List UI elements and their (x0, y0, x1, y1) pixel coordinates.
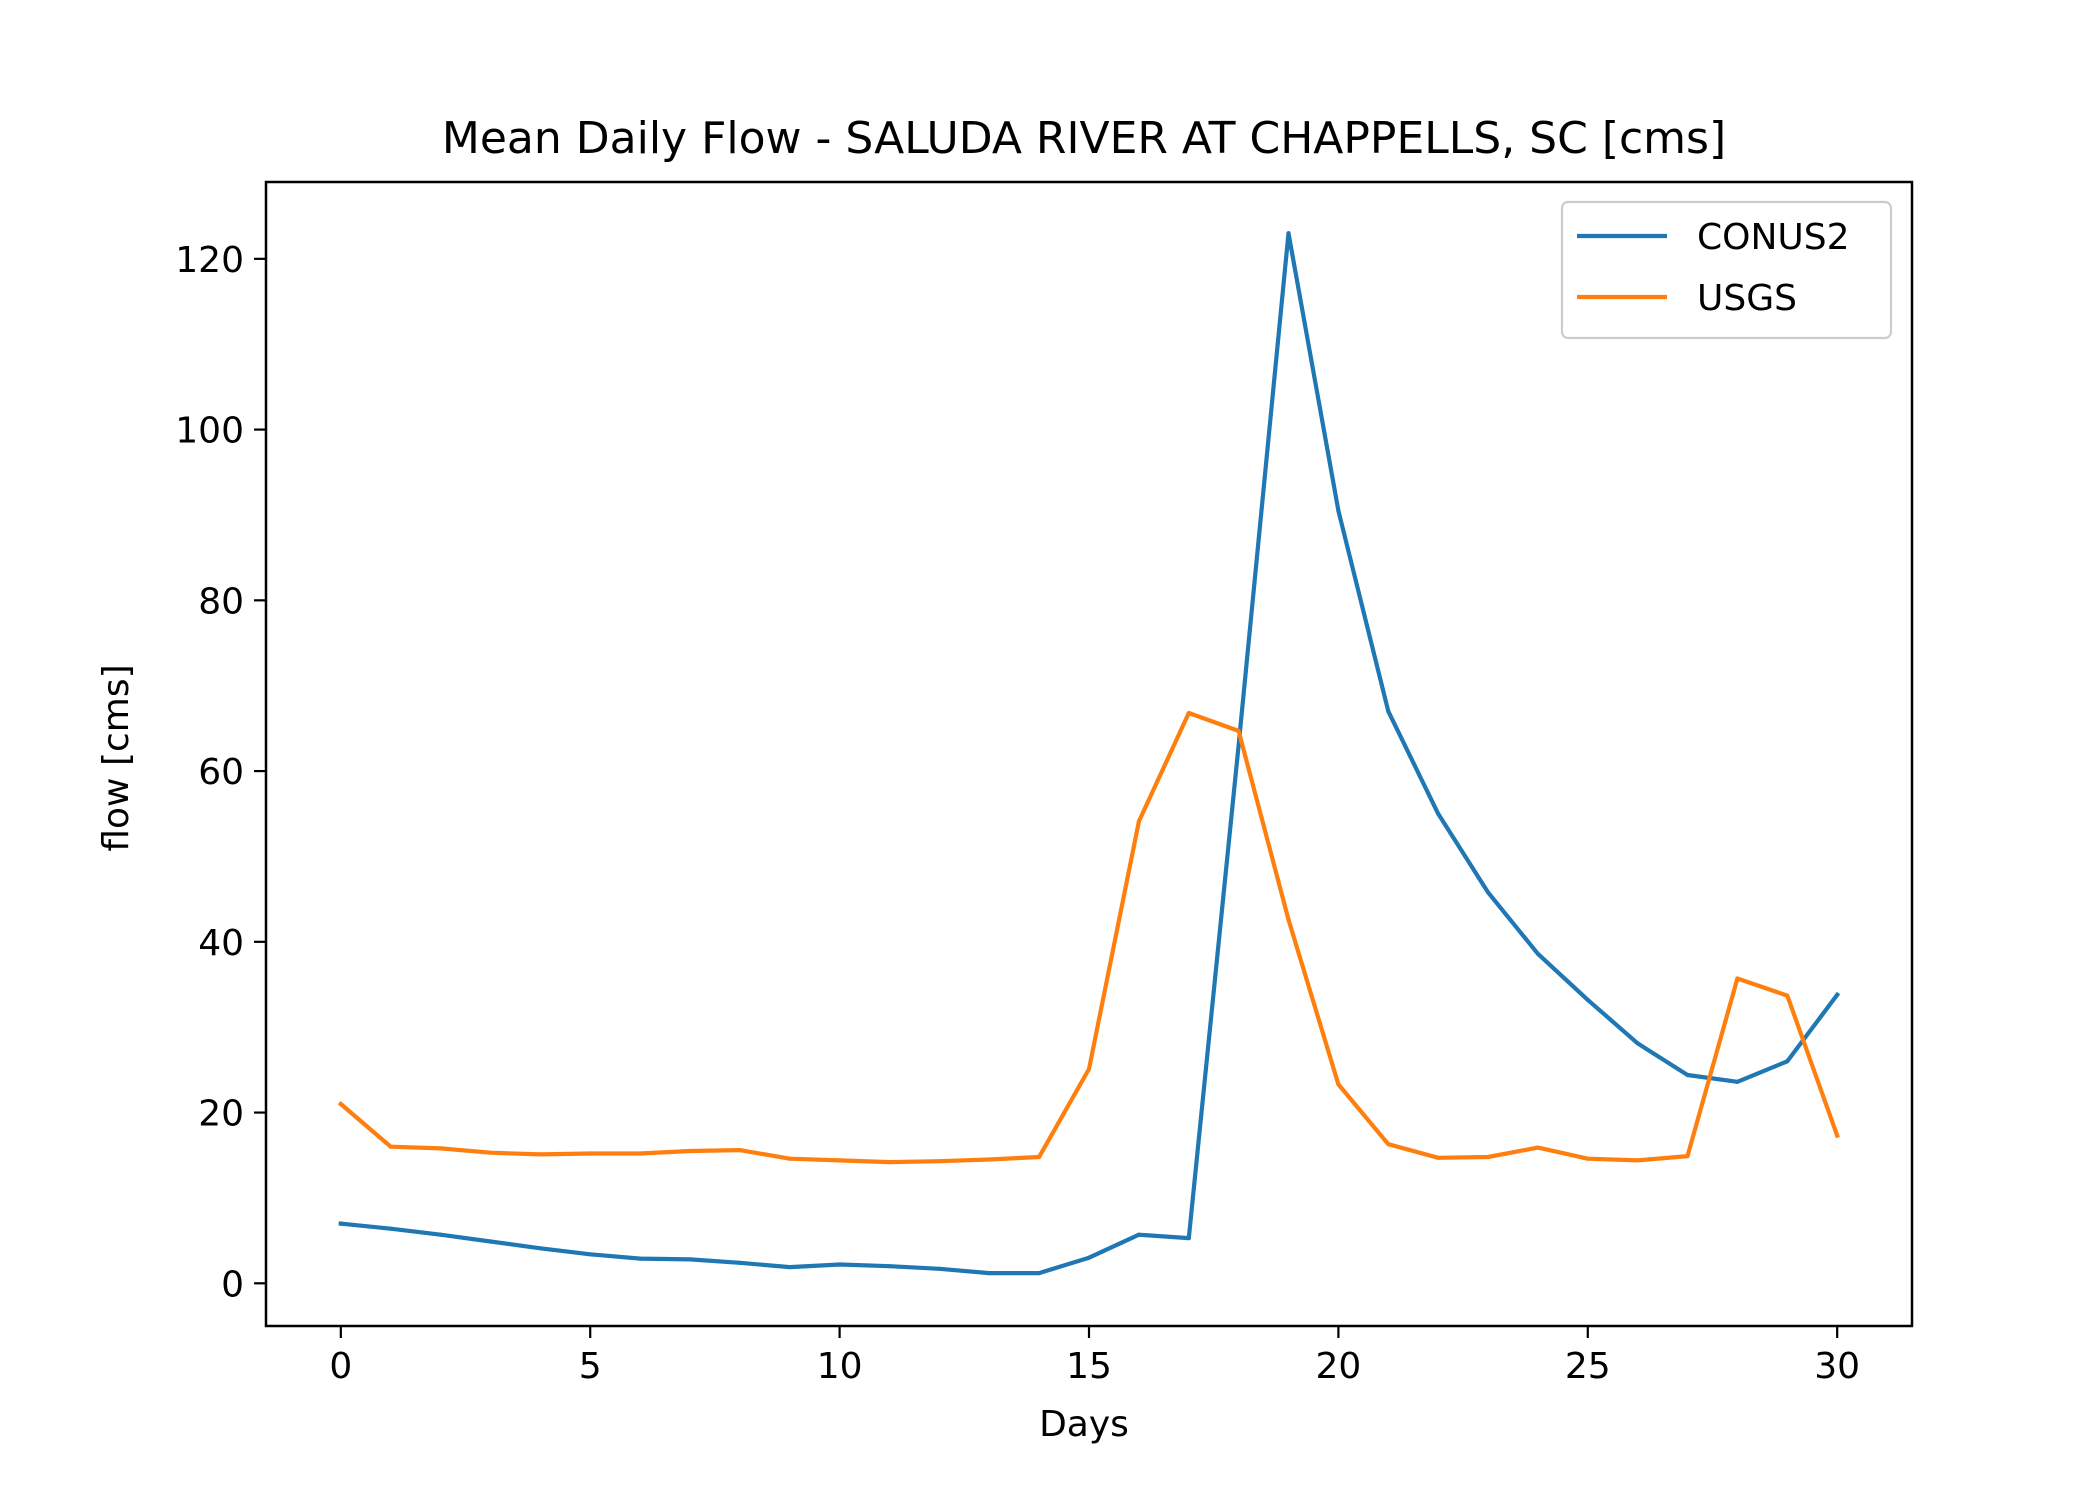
y-tick-label: 100 (175, 411, 244, 452)
y-tick-label: 80 (198, 581, 244, 622)
data-point-usgs (887, 1160, 892, 1165)
data-point-usgs (1635, 1158, 1640, 1163)
data-point-usgs (1386, 1142, 1391, 1147)
data-point-conus2 (1037, 1271, 1042, 1276)
data-point-usgs (1735, 976, 1740, 981)
data-point-conus2 (588, 1252, 593, 1257)
data-point-conus2 (338, 1221, 343, 1226)
data-point-usgs (1485, 1154, 1491, 1160)
data-point-conus2 (1436, 811, 1441, 816)
x-tick-label: 10 (817, 1346, 863, 1387)
data-point-usgs (1436, 1155, 1441, 1160)
data-point-conus2 (538, 1246, 543, 1251)
data-point-usgs (1286, 917, 1291, 922)
data-point-conus2 (388, 1226, 393, 1231)
x-axis-label: Days (1039, 1404, 1129, 1445)
chart-title: Mean Daily Flow - SALUDA RIVER AT CHAPPE… (442, 113, 1726, 164)
y-axis-ticks: 0 20 40 60 80 100 120 (175, 240, 266, 1305)
y-tick-label: 40 (198, 923, 244, 964)
data-point-usgs (1835, 1133, 1840, 1138)
data-point-conus2 (887, 1264, 892, 1269)
data-point-usgs (937, 1159, 942, 1164)
data-point-conus2 (438, 1232, 443, 1237)
data-point-usgs (538, 1152, 543, 1157)
data-point-conus2 (1735, 1079, 1740, 1084)
data-point-conus2 (737, 1260, 742, 1265)
data-point-conus2 (1086, 1255, 1092, 1260)
legend-label-usgs: USGS (1697, 278, 1797, 319)
data-point-usgs (1136, 819, 1141, 824)
data-point-conus2 (987, 1271, 992, 1276)
data-point-usgs (1086, 1066, 1092, 1072)
y-axis-label: flow [cms] (96, 664, 137, 851)
plot-area (337, 231, 1841, 1276)
data-point-usgs (1685, 1154, 1690, 1159)
data-point-usgs (1236, 728, 1241, 734)
y-tick-label: 20 (198, 1094, 244, 1135)
data-point-usgs (1336, 1082, 1341, 1087)
x-tick-label: 30 (1814, 1346, 1860, 1387)
data-point-conus2 (1685, 1072, 1690, 1078)
data-point-usgs (987, 1157, 992, 1162)
data-point-usgs (338, 1101, 343, 1107)
data-point-usgs (1186, 710, 1191, 716)
data-point-usgs (638, 1151, 643, 1156)
data-point-conus2 (787, 1265, 792, 1270)
data-point-conus2 (638, 1256, 643, 1261)
x-tick-label: 15 (1066, 1346, 1112, 1387)
data-point-conus2 (1336, 508, 1341, 513)
data-point-conus2 (937, 1266, 942, 1271)
plot-frame (264, 180, 1914, 1328)
y-tick-label: 0 (221, 1264, 244, 1305)
x-tick-label: 25 (1565, 1346, 1611, 1387)
data-point-conus2 (488, 1239, 493, 1244)
data-point-conus2 (1535, 951, 1540, 956)
data-point-conus2 (1485, 890, 1491, 895)
data-point-conus2 (1635, 1041, 1640, 1046)
data-point-usgs (488, 1150, 493, 1155)
series-conus2 (338, 231, 1841, 1276)
legend-label-conus2: CONUS2 (1697, 217, 1850, 258)
data-point-usgs (388, 1144, 393, 1149)
data-point-conus2 (1136, 1232, 1141, 1237)
x-tick-label: 20 (1315, 1346, 1361, 1387)
x-axis-ticks: 0 5 10 15 20 25 30 (329, 1326, 1860, 1387)
x-tick-label: 0 (329, 1346, 352, 1387)
data-point-conus2 (1286, 231, 1291, 236)
legend: CONUS2 USGS (1560, 200, 1893, 340)
data-point-usgs (787, 1156, 792, 1161)
data-point-usgs (1785, 993, 1790, 998)
data-point-usgs (1535, 1145, 1540, 1150)
data-point-conus2 (837, 1262, 842, 1267)
data-point-usgs (837, 1158, 842, 1163)
data-point-conus2 (1236, 743, 1241, 748)
data-point-usgs (1037, 1154, 1042, 1160)
data-point-conus2 (1186, 1236, 1191, 1241)
data-point-usgs (588, 1151, 593, 1156)
data-point-conus2 (1386, 709, 1391, 714)
y-tick-label: 120 (175, 240, 244, 281)
x-tick-label: 5 (579, 1346, 602, 1387)
data-point-usgs (687, 1148, 693, 1154)
data-point-conus2 (1835, 992, 1840, 997)
data-point-usgs (737, 1148, 742, 1153)
series-usgs (337, 710, 1840, 1165)
data-point-conus2 (1585, 997, 1590, 1003)
data-point-usgs (438, 1146, 443, 1151)
y-tick-label: 60 (198, 752, 244, 793)
data-point-conus2 (1785, 1059, 1790, 1064)
data-point-conus2 (687, 1257, 693, 1262)
data-point-usgs (1585, 1156, 1590, 1161)
